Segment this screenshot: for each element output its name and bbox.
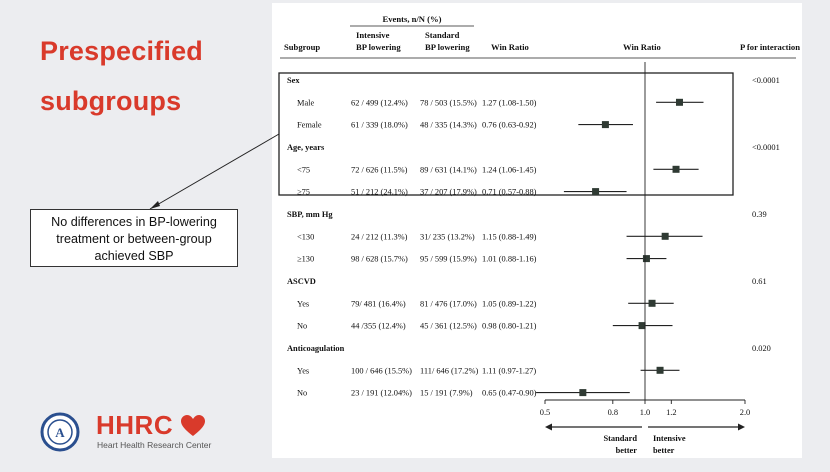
win-ratio-text: 0.71 (0.57-0.88) (482, 188, 537, 197)
intensive-events: 23 / 191 (12.04%) (351, 389, 412, 398)
win-ratio-text: 0.65 (0.47-0.90) (482, 389, 537, 398)
intensive-events: 79/ 481 (16.4%) (351, 299, 406, 308)
point-marker (601, 121, 609, 129)
row-label: No (297, 389, 307, 398)
callout-box: No differences in BP-lowering treatment … (30, 209, 238, 267)
row-label: Female (297, 121, 322, 130)
standard-events: 48 / 335 (14.3%) (420, 121, 477, 130)
standard-events: 111/ 646 (17.2%) (420, 366, 478, 375)
standard-events: 89 / 631 (14.1%) (420, 165, 477, 174)
point-marker (642, 255, 650, 263)
standard-events: 31/ 235 (13.2%) (420, 232, 475, 241)
point-marker (656, 366, 664, 374)
group-label: SBP, mm Hg (287, 210, 333, 219)
callout-line: achieved SBP (94, 249, 174, 263)
standard-events: 78 / 503 (15.5%) (420, 98, 477, 107)
header-intensive-2: BP lowering (356, 42, 401, 52)
row-label: <75 (297, 165, 310, 174)
win-ratio-text: 1.01 (0.88-1.16) (482, 255, 537, 264)
arrow-left-label: better (616, 446, 638, 455)
standard-events: 37 / 207 (17.9%) (420, 188, 477, 197)
intensive-events: 100 / 646 (15.5%) (351, 366, 412, 375)
row-label: ≥75 (297, 188, 310, 197)
logo-seal-icon: A (40, 412, 80, 452)
intensive-events: 62 / 499 (12.4%) (351, 98, 408, 107)
win-ratio-text: 1.27 (1.08-1.50) (482, 98, 537, 107)
x-tick-label: 1.0 (640, 408, 650, 417)
point-marker (579, 389, 587, 397)
intensive-events: 72 / 626 (11.5%) (351, 165, 408, 174)
row-label: Yes (297, 299, 309, 308)
arrow-right-head (738, 423, 745, 431)
header-events: Events, n/N (%) (383, 14, 442, 24)
win-ratio-text: 1.24 (1.06-1.45) (482, 165, 537, 174)
p-interaction: 0.61 (752, 277, 767, 286)
logo-name: HHRC (96, 410, 174, 440)
seal-letter: A (55, 425, 65, 440)
row-label: Male (297, 98, 314, 107)
header-intensive-1: Intensive (356, 30, 390, 40)
row-label: <130 (297, 232, 314, 241)
row-label: Yes (297, 366, 309, 375)
p-interaction: 0.39 (752, 210, 767, 219)
standard-events: 45 / 361 (12.5%) (420, 322, 477, 331)
group-label: ASCVD (287, 277, 316, 286)
point-marker (661, 232, 669, 240)
point-marker (648, 299, 656, 307)
callout-pointer-head (150, 201, 160, 209)
standard-events: 95 / 599 (15.9%) (420, 255, 477, 264)
win-ratio-text: 1.15 (0.88-1.49) (482, 232, 537, 241)
win-ratio-text: 1.05 (0.89-1.22) (482, 299, 537, 308)
p-interaction: <0.0001 (752, 143, 780, 152)
header-standard-1: Standard (425, 30, 460, 40)
slide-title-line1: Prespecified (40, 36, 203, 66)
callout-line: No differences in BP-lowering (51, 215, 217, 229)
callout-line: treatment or between-group (56, 232, 212, 246)
header-plot: Win Ratio (623, 42, 661, 52)
x-tick-label: 0.8 (608, 408, 618, 417)
table-panel (272, 3, 802, 458)
point-marker (672, 165, 680, 173)
p-interaction: 0.020 (752, 344, 771, 353)
header-standard-2: BP lowering (425, 42, 470, 52)
row-label: No (297, 322, 307, 331)
win-ratio-text: 1.11 (0.97-1.27) (482, 366, 536, 375)
p-interaction: <0.0001 (752, 76, 780, 85)
group-label: Sex (287, 76, 300, 85)
group-label: Age, years (287, 143, 325, 152)
intensive-events: 44 /355 (12.4%) (351, 322, 406, 331)
intensive-events: 24 / 212 (11.3%) (351, 232, 408, 241)
logo-subtitle: Heart Health Research Center (97, 440, 212, 450)
x-tick-label: 0.5 (540, 408, 550, 417)
point-marker (592, 188, 600, 196)
header-subgroup: Subgroup (284, 42, 320, 52)
row-label: ≥130 (297, 255, 314, 264)
intensive-events: 61 / 339 (18.0%) (351, 121, 408, 130)
intensive-events: 98 / 628 (15.7%) (351, 255, 408, 264)
win-ratio-text: 0.76 (0.63-0.92) (482, 121, 537, 130)
callout-pointer (149, 133, 280, 210)
group-label: Anticoagulation (287, 344, 345, 353)
x-tick-label: 1.2 (666, 408, 676, 417)
header-winratio: Win Ratio (491, 42, 529, 52)
standard-events: 15 / 191 (7.9%) (420, 389, 473, 398)
header-pinteraction: P for interaction (740, 42, 800, 52)
heart-logo-icon (181, 415, 205, 436)
arrow-right-label: better (653, 446, 675, 455)
intensive-events: 51 / 212 (24.1%) (351, 188, 408, 197)
slide-title-line2: subgroups (40, 86, 182, 116)
x-tick-label: 2.0 (740, 408, 750, 417)
point-marker (675, 98, 683, 106)
standard-events: 81 / 476 (17.0%) (420, 299, 477, 308)
arrow-left-label: Standard (603, 434, 637, 443)
arrow-right-label: Intensive (653, 434, 686, 443)
point-marker (638, 322, 646, 330)
arrow-left-head (545, 423, 552, 431)
win-ratio-text: 0.98 (0.80-1.21) (482, 322, 537, 331)
